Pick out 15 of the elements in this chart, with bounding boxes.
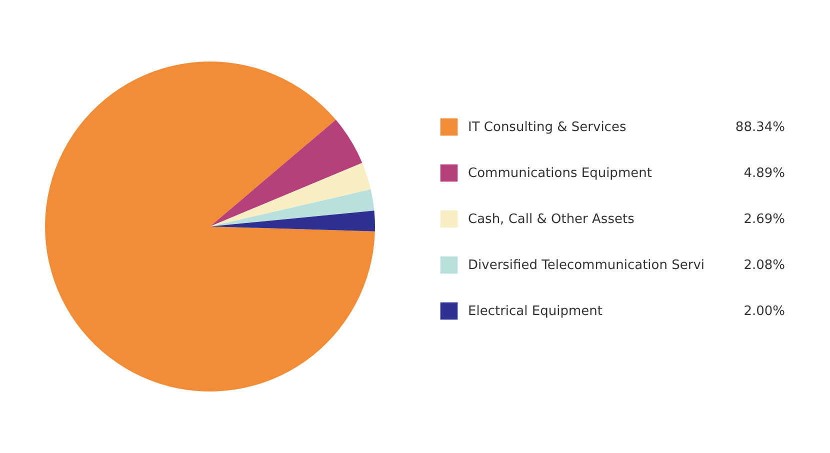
legend-label: Cash, Call & Other Assets xyxy=(468,212,635,227)
legend-label: IT Consulting & Services xyxy=(468,120,626,135)
legend-label: Electrical Equipment xyxy=(468,304,602,319)
data-label: 2.08% xyxy=(744,258,785,273)
data-label: 2.00% xyxy=(744,304,785,319)
data-label: 2.69% xyxy=(744,212,785,227)
legend-label: Diversified Telecommunication Servi xyxy=(468,258,705,273)
pie-slice xyxy=(210,120,362,226)
pie-slice xyxy=(210,162,371,226)
pie-slice xyxy=(210,210,375,232)
pie-slice xyxy=(210,189,374,226)
data-label: 88.34% xyxy=(735,120,785,135)
pie-slice xyxy=(45,62,375,392)
legend-label: Communications Equipment xyxy=(468,166,652,181)
data-label: 4.89% xyxy=(744,166,785,181)
